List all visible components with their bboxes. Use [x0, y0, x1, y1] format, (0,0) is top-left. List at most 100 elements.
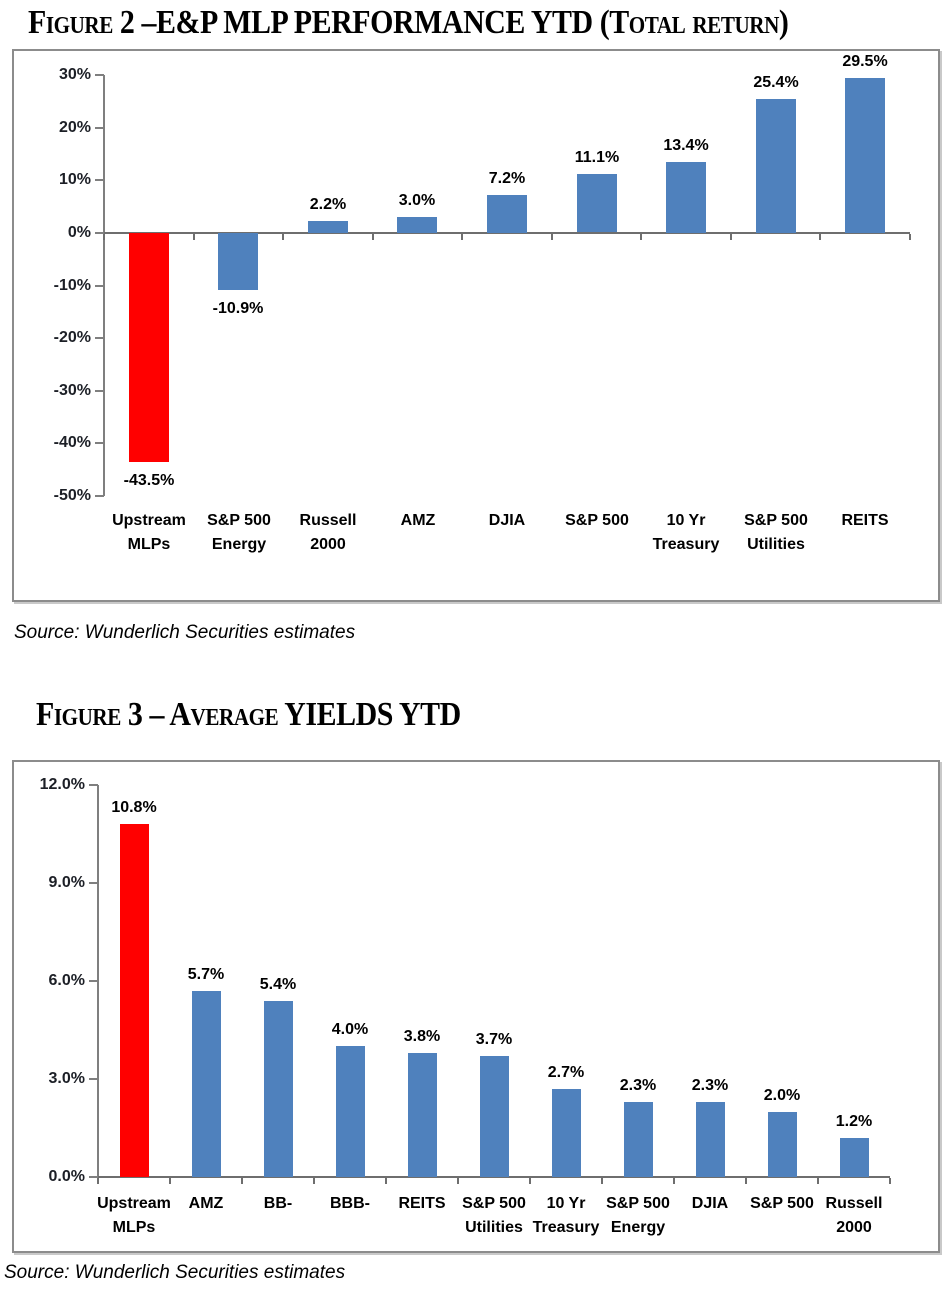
y-tick-label: -20% [53, 329, 91, 346]
bar [336, 1046, 365, 1177]
y-tick-label: 6.0% [48, 972, 85, 989]
bar [129, 233, 169, 462]
y-tick-label: -40% [53, 434, 91, 451]
bar-value-label: 13.4% [663, 137, 709, 154]
bar-value-label: 7.2% [488, 170, 526, 187]
x-axis-tick [372, 234, 374, 240]
x-category-label: Russell 2000 [825, 1195, 883, 1236]
figure3-bar-chart: 12.0% 9.0% 6.0% 3.0% 0.0% 10.8% Upstream MLPs 5… [14, 762, 938, 1251]
bar-value-label: 3.8% [403, 1028, 441, 1045]
x-category-label: DJIA [691, 1195, 729, 1212]
y-tick-label: 3.0% [48, 1070, 85, 1087]
x-axis-tick [889, 1178, 891, 1184]
x-category-label: S&P 500 Energy [207, 512, 271, 553]
figure3-title: Figure 3 – Average YIELDS YTD [36, 696, 461, 733]
bar [666, 162, 706, 233]
bar [845, 78, 885, 233]
bar-value-label: 2.7% [547, 1064, 585, 1081]
x-category-label: Russell 2000 [299, 512, 357, 553]
bar-value-label: 2.2% [309, 196, 347, 213]
x-category-label: 10 Yr Treasury [652, 512, 720, 553]
y-tick-label: 10% [58, 171, 91, 188]
bar-value-label: 25.4% [753, 74, 799, 91]
x-axis-tick [601, 1178, 603, 1184]
y-axis-tick [95, 127, 104, 129]
x-category-label: Upstream MLPs [97, 1195, 171, 1236]
y-tick-label: -10% [53, 277, 91, 294]
x-axis-tick [817, 1178, 819, 1184]
figure2-title: Figure 2 –E&P MLP PERFORMANCE YTD (Total… [28, 4, 789, 41]
x-axis-tick [909, 234, 911, 240]
bar [756, 99, 796, 233]
bar [120, 824, 149, 1177]
y-axis-tick [95, 179, 104, 181]
y-axis-tick [95, 74, 104, 76]
x-axis-zero-line [98, 1176, 890, 1178]
x-category-label: S&P 500 Utilities [744, 512, 808, 553]
y-axis-tick [95, 390, 104, 392]
y-tick-label: 30% [58, 66, 91, 83]
y-axis-tick [95, 495, 104, 497]
x-axis-tick [457, 1178, 459, 1184]
bar [840, 1138, 869, 1177]
bar [480, 1056, 509, 1177]
y-tick-label: -30% [53, 382, 91, 399]
x-category-label: S&P 500 Utilities [462, 1195, 526, 1236]
figure2-source-note: Source: Wunderlich Securities estimates [14, 622, 356, 643]
x-axis-tick [385, 1178, 387, 1184]
bar-value-label: 2.3% [619, 1077, 657, 1094]
x-axis-tick [97, 1178, 99, 1184]
bar-value-label: 2.3% [691, 1077, 729, 1094]
x-axis-zero-line [104, 232, 910, 234]
bar [624, 1102, 653, 1177]
bar [218, 233, 258, 290]
x-axis-tick [461, 234, 463, 240]
y-axis-tick [95, 442, 104, 444]
x-axis-tick [745, 1178, 747, 1184]
y-axis-tick [89, 882, 98, 884]
y-axis-tick [89, 980, 98, 982]
y-axis-line [103, 75, 105, 496]
bar-value-label: 10.8% [111, 799, 157, 816]
x-axis-tick [819, 234, 821, 240]
bar [768, 1112, 797, 1177]
y-tick-label: 0% [67, 224, 91, 241]
x-category-label: S&P 500 [750, 1195, 814, 1212]
bar-value-label: 11.1% [574, 149, 620, 166]
bar [264, 1001, 293, 1177]
x-category-label: Upstream MLPs [112, 512, 186, 553]
x-category-label: AMZ [188, 1195, 224, 1212]
x-axis-tick [103, 234, 105, 240]
bar [552, 1089, 581, 1177]
bar [696, 1102, 725, 1177]
bar [308, 221, 348, 233]
y-tick-label: 9.0% [48, 874, 85, 891]
bar-value-label: 1.2% [835, 1113, 873, 1130]
bar-value-label: -10.9% [212, 300, 264, 317]
x-category-label: AMZ [400, 512, 436, 529]
x-category-label: BBB- [330, 1195, 370, 1212]
x-axis-tick [193, 234, 195, 240]
figure2-bar-chart: 30% 20% 10% 0% -10% -20% -30% -40% -50% -43.5% Ups… [14, 51, 938, 600]
x-axis-tick [282, 234, 284, 240]
x-category-label: BB- [263, 1195, 293, 1212]
bar-value-label: -43.5% [123, 472, 175, 489]
bar-value-label: 3.7% [475, 1031, 513, 1048]
figure3-source-note: Source: Wunderlich Securities estimates [4, 1262, 346, 1283]
y-axis-tick [89, 1176, 98, 1178]
x-axis-tick [551, 234, 553, 240]
y-axis-tick [89, 784, 98, 786]
y-tick-label: 20% [58, 119, 91, 136]
bar [487, 195, 527, 233]
y-tick-label: 0.0% [48, 1168, 85, 1185]
x-axis-tick [169, 1178, 171, 1184]
x-category-label: 10 Yr Treasury [532, 1195, 600, 1236]
bar-value-label: 5.7% [187, 966, 225, 983]
y-axis-tick [95, 337, 104, 339]
bar [397, 217, 437, 233]
bar [408, 1053, 437, 1177]
x-category-label: S&P 500 Energy [606, 1195, 670, 1236]
x-axis-tick [529, 1178, 531, 1184]
x-axis-tick [241, 1178, 243, 1184]
